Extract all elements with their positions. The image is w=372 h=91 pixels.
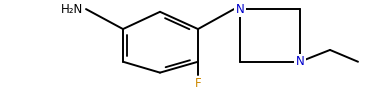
Text: N: N	[235, 3, 244, 16]
Text: N: N	[296, 55, 304, 68]
Text: F: F	[195, 77, 201, 90]
Text: H₂N: H₂N	[61, 3, 83, 16]
